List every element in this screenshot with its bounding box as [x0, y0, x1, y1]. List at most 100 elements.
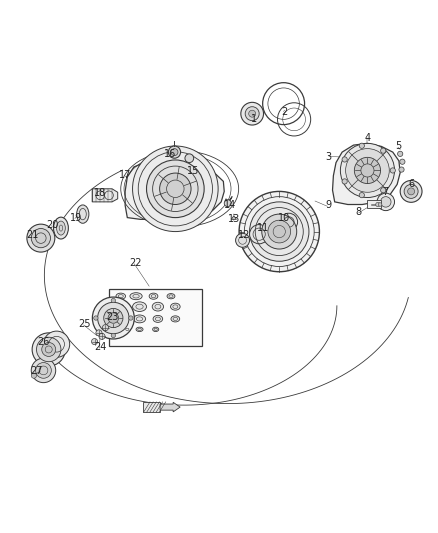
Ellipse shape	[171, 316, 180, 322]
Ellipse shape	[53, 217, 68, 239]
Circle shape	[27, 224, 55, 252]
Ellipse shape	[124, 327, 131, 332]
Circle shape	[249, 110, 256, 117]
Text: 4: 4	[364, 133, 371, 143]
Text: 2: 2	[281, 107, 288, 117]
Circle shape	[250, 224, 269, 244]
Circle shape	[340, 143, 395, 198]
Circle shape	[31, 229, 50, 248]
Text: 13: 13	[228, 214, 240, 224]
Circle shape	[92, 338, 98, 345]
Circle shape	[133, 146, 218, 231]
Circle shape	[398, 151, 403, 157]
Circle shape	[98, 302, 129, 334]
Text: 22: 22	[129, 258, 141, 268]
Text: 12: 12	[238, 230, 251, 240]
Text: 15: 15	[187, 166, 199, 176]
Text: 8: 8	[356, 207, 362, 217]
Circle shape	[99, 333, 105, 340]
Circle shape	[94, 316, 98, 320]
Ellipse shape	[115, 302, 127, 311]
Circle shape	[92, 297, 134, 339]
Circle shape	[31, 358, 56, 383]
Circle shape	[400, 181, 422, 203]
Circle shape	[377, 193, 395, 211]
Circle shape	[404, 184, 418, 198]
Circle shape	[400, 159, 405, 164]
Circle shape	[381, 197, 391, 207]
Circle shape	[168, 146, 180, 158]
Text: 16: 16	[164, 149, 176, 159]
Circle shape	[376, 203, 380, 207]
Text: 7: 7	[382, 187, 388, 197]
Circle shape	[239, 191, 319, 272]
Text: 3: 3	[325, 152, 331, 163]
Circle shape	[104, 309, 123, 328]
Text: 18: 18	[94, 188, 106, 198]
Circle shape	[346, 149, 389, 192]
Polygon shape	[109, 289, 201, 346]
Circle shape	[268, 220, 290, 243]
Circle shape	[378, 203, 382, 206]
Bar	[367, 200, 381, 207]
Text: 1: 1	[251, 114, 257, 124]
Circle shape	[354, 157, 381, 183]
Text: 14: 14	[224, 199, 236, 209]
Circle shape	[250, 202, 309, 261]
Circle shape	[390, 168, 396, 173]
Circle shape	[129, 316, 133, 320]
Text: 21: 21	[26, 230, 38, 240]
Ellipse shape	[134, 315, 146, 323]
Ellipse shape	[167, 294, 175, 299]
Polygon shape	[92, 189, 118, 202]
Text: 25: 25	[78, 319, 91, 329]
Circle shape	[262, 214, 297, 249]
Circle shape	[381, 148, 386, 154]
Ellipse shape	[130, 293, 142, 300]
Circle shape	[342, 179, 347, 184]
Ellipse shape	[116, 293, 126, 299]
Circle shape	[111, 298, 116, 303]
Circle shape	[224, 200, 231, 207]
Text: 17: 17	[119, 170, 131, 180]
Bar	[143, 402, 160, 413]
Ellipse shape	[57, 221, 65, 235]
Circle shape	[245, 107, 259, 120]
Circle shape	[35, 362, 51, 378]
Circle shape	[32, 333, 65, 366]
Circle shape	[31, 373, 36, 378]
Circle shape	[171, 149, 178, 156]
Text: 27: 27	[30, 366, 43, 376]
Ellipse shape	[153, 316, 162, 322]
Ellipse shape	[152, 327, 159, 332]
Text: 10: 10	[278, 214, 290, 223]
Circle shape	[42, 343, 56, 357]
Ellipse shape	[152, 302, 163, 311]
Ellipse shape	[149, 293, 158, 299]
Circle shape	[111, 333, 116, 338]
Text: 5: 5	[395, 141, 401, 151]
Text: 26: 26	[37, 337, 49, 346]
Ellipse shape	[116, 316, 126, 322]
Circle shape	[408, 188, 415, 195]
Text: 19: 19	[70, 213, 82, 223]
FancyArrow shape	[160, 402, 180, 412]
Circle shape	[241, 102, 264, 125]
Text: 9: 9	[325, 200, 331, 211]
Circle shape	[96, 330, 102, 336]
Circle shape	[36, 337, 61, 362]
Circle shape	[359, 143, 364, 148]
Circle shape	[236, 233, 250, 247]
Circle shape	[280, 213, 297, 231]
Circle shape	[159, 173, 191, 205]
Ellipse shape	[136, 327, 143, 332]
Circle shape	[147, 160, 204, 217]
Text: 20: 20	[46, 220, 58, 230]
Circle shape	[399, 167, 404, 172]
Text: 11: 11	[257, 223, 269, 233]
Ellipse shape	[170, 303, 180, 310]
Circle shape	[185, 154, 194, 163]
Circle shape	[359, 192, 364, 198]
Circle shape	[342, 157, 347, 162]
Text: 23: 23	[106, 312, 118, 322]
